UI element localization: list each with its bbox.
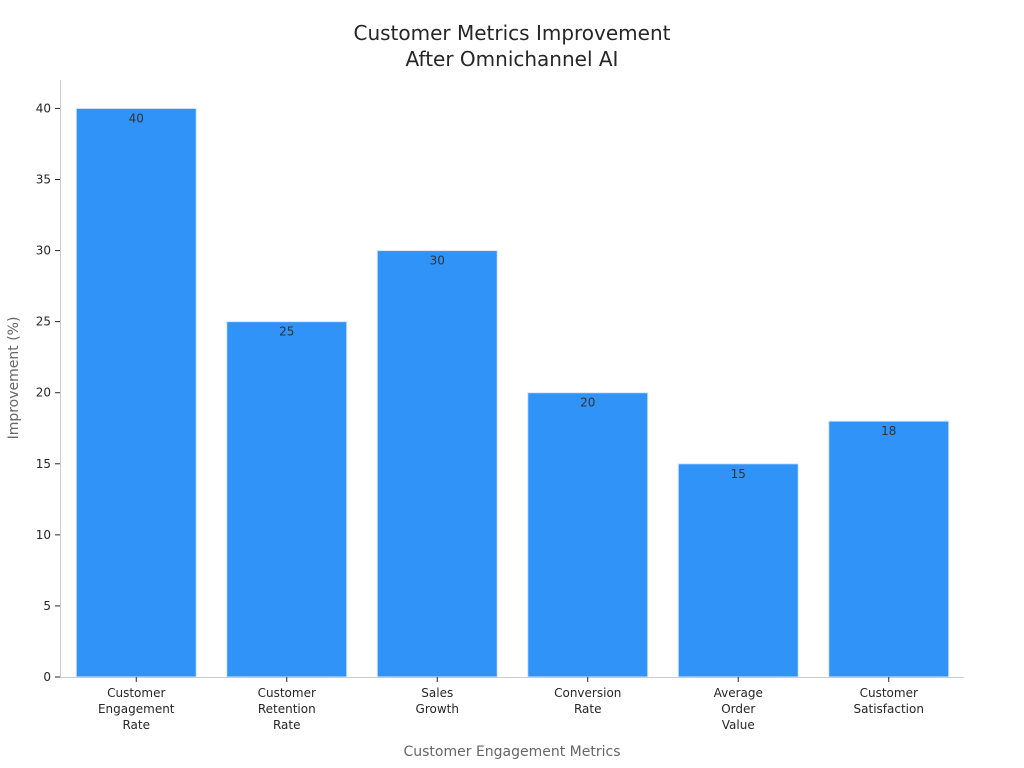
y-tick-label: 25 [36, 315, 51, 329]
x-tick-label: Customer Satisfaction [854, 686, 924, 716]
bar-value-label: 25 [279, 325, 294, 339]
y-tick-label: 15 [36, 457, 51, 471]
x-tick-label-line: Customer [107, 686, 165, 700]
bar [677, 463, 799, 678]
bars-group [75, 107, 950, 678]
chart-title-line-1: Customer Metrics Improvement [353, 21, 670, 45]
y-tick-label: 5 [43, 599, 51, 613]
bar-value-label: 20 [580, 396, 595, 410]
x-tick-label-line: Engagement [98, 702, 175, 716]
x-tick-label-line: Customer [258, 686, 316, 700]
x-tick-label-line: Rate [574, 702, 602, 716]
x-axis-label: Customer Engagement Metrics [403, 744, 620, 760]
bar [828, 420, 950, 678]
y-tick-label: 30 [36, 244, 51, 258]
x-tick-label-line: Satisfaction [854, 702, 924, 716]
x-tick-label-line: Value [722, 718, 755, 732]
bar [376, 250, 498, 678]
y-tick-label: 20 [36, 386, 51, 400]
y-tick-label: 0 [43, 670, 51, 684]
bar [527, 392, 649, 678]
x-tick-label: Sales Growth [416, 686, 459, 716]
y-axis-ticks: 0 5 10 15 20 25 30 35 40 [36, 101, 60, 684]
chart-title: Customer Metrics Improvement After Omnic… [353, 21, 670, 71]
bar [226, 321, 348, 678]
x-tick-label-line: Sales [421, 686, 453, 700]
bar-value-label: 30 [430, 254, 445, 268]
chart-title-line-2: After Omnichannel AI [406, 47, 619, 71]
x-tick-label: Customer Engagement Rate [98, 686, 175, 732]
x-axis-ticks: Customer Engagement Rate Customer Retention R… [98, 677, 924, 732]
x-tick-label: Conversion Rate [554, 686, 621, 716]
bar-value-label: 15 [731, 467, 746, 481]
bar-value-label: 18 [881, 424, 896, 438]
x-tick-label: Customer Retention Rate [258, 686, 316, 732]
x-tick-label-line: Average [714, 686, 763, 700]
y-axis-label: Improvement (%) [6, 317, 22, 440]
data-labels-group: 40 25 30 20 15 18 [129, 111, 897, 480]
bar [75, 107, 197, 678]
x-tick-label-line: Order [721, 702, 755, 716]
y-tick-label: 35 [36, 173, 51, 187]
x-tick-label-line: Rate [273, 718, 301, 732]
x-tick-label-line: Customer [860, 686, 918, 700]
x-tick-label-line: Rate [122, 718, 150, 732]
x-tick-label-line: Conversion [554, 686, 621, 700]
x-tick-label-line: Retention [258, 702, 316, 716]
x-tick-label: Average Order Value [714, 686, 763, 732]
x-tick-label-line: Growth [416, 702, 459, 716]
y-tick-label: 10 [36, 528, 51, 542]
bar-value-label: 40 [129, 111, 144, 125]
y-tick-label: 40 [36, 101, 51, 115]
